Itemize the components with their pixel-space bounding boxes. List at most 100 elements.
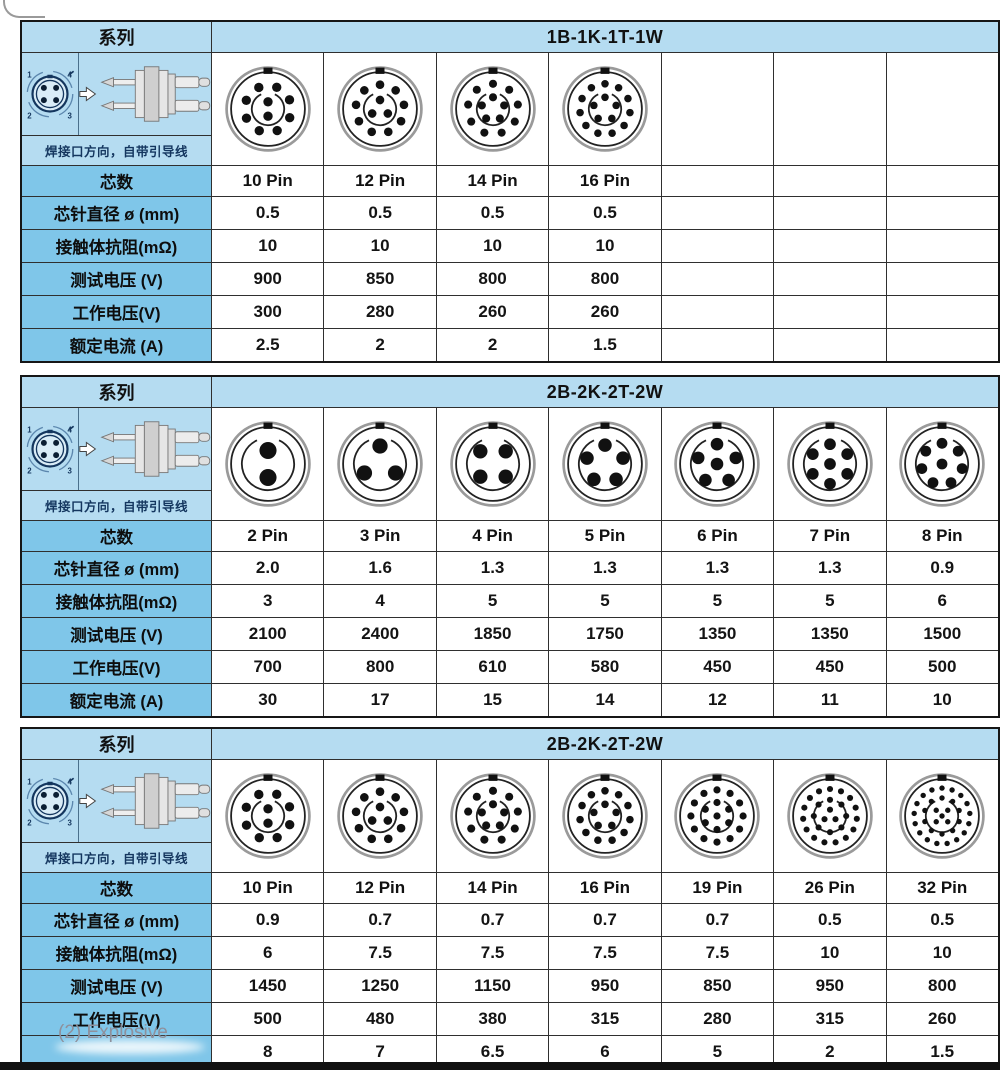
- diagram-caption: 焊接口方向，自带引导线: [22, 491, 211, 520]
- value-cell: 17: [324, 684, 437, 716]
- value-cell: 610: [437, 651, 550, 683]
- value-cell: 380: [437, 1003, 550, 1035]
- value-cell: [774, 263, 887, 295]
- pin-count-cell: 32 Pin: [917, 878, 968, 897]
- data-row: 工作电压(V) 300 280 260 260: [22, 296, 998, 329]
- value-cell: 280: [662, 1003, 775, 1035]
- pin-count-cell: 7 Pin: [774, 521, 887, 551]
- pin-count-cell: 8 Pin: [921, 526, 963, 545]
- connector-face-icon: [224, 66, 311, 152]
- value-cell: [887, 296, 998, 328]
- pin-face-cell: [324, 53, 437, 165]
- row-label: 接触体抗阻(mΩ): [22, 230, 212, 262]
- row-label: 工作电压(V): [22, 296, 212, 328]
- svg-text:1: 1: [27, 425, 32, 434]
- pin-count-cell: 5 Pin: [549, 521, 662, 551]
- value-cell: 580: [549, 651, 662, 683]
- pin-count-cell: [662, 166, 775, 196]
- data-row: 芯针直径 ø (mm) 0.5 0.5 0.5 0.5: [22, 197, 998, 230]
- value-cell: 6.5: [437, 1036, 550, 1068]
- value-cell: 0.5: [437, 197, 550, 229]
- value-cell: 0.7: [549, 904, 662, 936]
- pin-count-cell: [774, 166, 887, 196]
- pin-count-cell: [887, 166, 998, 196]
- value-cell: 450: [774, 651, 887, 683]
- connector-face-icon: [224, 421, 311, 507]
- value-cell: 0.9: [930, 558, 955, 577]
- data-row: 额定电流 (A) 30 17 15 14 12 11 10: [22, 684, 998, 716]
- value-cell: 1350: [662, 618, 775, 650]
- pin-count-cell: 14 Pin: [437, 873, 550, 903]
- side-view-zone: [79, 760, 217, 842]
- value-cell: 0.7: [437, 904, 550, 936]
- value-cell: 0.5: [212, 197, 325, 229]
- value-cell: 800: [928, 976, 957, 995]
- diagram-caption: 焊接口方向，自带引导线: [22, 843, 211, 872]
- connector-face-icon: [337, 66, 423, 152]
- row-label: 接触体抗阻(mΩ): [22, 585, 212, 617]
- series-header-label: 系列: [22, 377, 212, 407]
- series-name-band: 2B-2K-2T-2W: [212, 377, 998, 407]
- value-cell: 0.5: [930, 910, 955, 929]
- pin-face-cell: [549, 53, 662, 165]
- value-cell: [774, 296, 887, 328]
- pin-count-cell: 4 Pin: [437, 521, 550, 551]
- series-header-label: 系列: [22, 22, 212, 52]
- connector-side-view-icon: [100, 421, 211, 477]
- diagram-cell: 1 4 2 3 焊接口方向，自带引导线: [22, 760, 212, 872]
- pin-face-cell: [774, 760, 887, 872]
- connector-face-icon: [674, 773, 761, 859]
- pin-face-cell: [661, 408, 775, 520]
- connector-face-icon: [899, 773, 985, 859]
- value-cell: 8: [212, 1036, 325, 1068]
- explosive-watermark-label: (2) Explosive: [58, 1022, 168, 1043]
- value-cell: 900: [212, 263, 325, 295]
- arrow-right-icon: [79, 441, 97, 457]
- pin-face-cell: [324, 760, 437, 872]
- value-cell: 850: [324, 263, 437, 295]
- value-cell: 1500: [923, 624, 962, 643]
- pin-count-row: 芯数 10 Pin 12 Pin 14 Pin 16 Pin: [22, 166, 998, 197]
- value-cell: 5: [437, 585, 550, 617]
- pin-count-row: 芯数 2 Pin 3 Pin 4 Pin 5 Pin 6 Pin 7 Pin 8 Pin: [22, 521, 998, 552]
- value-cell: 1.3: [662, 552, 775, 584]
- connector-face-icon: [449, 421, 536, 507]
- value-cell: 0.5: [549, 197, 662, 229]
- value-cell: 0.7: [324, 904, 437, 936]
- pin-count-cell: 26 Pin: [774, 873, 887, 903]
- svg-text:3: 3: [68, 467, 73, 476]
- row-label: 接触体抗阻(mΩ): [22, 937, 212, 969]
- row-label: 芯数: [22, 521, 212, 551]
- connector-face-icon: [562, 66, 648, 152]
- value-cell: 2100: [212, 618, 325, 650]
- value-cell: 2.5: [212, 329, 325, 361]
- value-cell: 6: [937, 591, 947, 610]
- pin-face-cell: [436, 408, 550, 520]
- diagram-cell: 1 4 2 3 焊接口方向，自带引导线: [22, 408, 212, 520]
- pin-count-cell: 10 Pin: [212, 166, 325, 196]
- value-cell: 7: [324, 1036, 437, 1068]
- spec-table-2: 系列 2B-2K-2T-2W 1 4 2 3: [20, 375, 1000, 718]
- pin-face-cell: [886, 760, 998, 872]
- value-cell: 12: [662, 684, 775, 716]
- diagram-caption: 焊接口方向，自带引导线: [22, 136, 211, 165]
- data-row: 接触体抗阻(mΩ) 3 4 5 5 5 5 6: [22, 585, 998, 618]
- value-cell: 0.9: [212, 904, 325, 936]
- value-cell: 1.5: [930, 1042, 955, 1061]
- diagram-cell: 1 4 2 3 焊接口方向，自带引导线: [22, 53, 212, 165]
- value-cell: 10: [437, 230, 550, 262]
- pin-face-cell: [886, 408, 998, 520]
- solder-face-zone: 1 4 2 3: [22, 408, 79, 490]
- value-cell: 5: [774, 585, 887, 617]
- solder-view-face-icon: 1 4 2 3: [26, 70, 75, 121]
- connector-face-icon: [224, 773, 311, 859]
- series-header-row: 系列 1B-1K-1T-1W: [22, 22, 998, 53]
- data-row: 额定电流 (A) 2.5 2 2 1.5: [22, 329, 998, 361]
- pin-count-cell: 16 Pin: [549, 166, 662, 196]
- watermark-smudge: [55, 1040, 205, 1054]
- data-row: 芯针直径 ø (mm) 2.0 1.6 1.3 1.3 1.3 1.3 0.9: [22, 552, 998, 585]
- value-cell: 7.5: [549, 937, 662, 969]
- pin-count-cell: 19 Pin: [662, 873, 775, 903]
- arrow-right-icon: [79, 793, 97, 809]
- connector-image-row: 1 4 2 3 焊接口方向，自带引导线: [22, 760, 998, 873]
